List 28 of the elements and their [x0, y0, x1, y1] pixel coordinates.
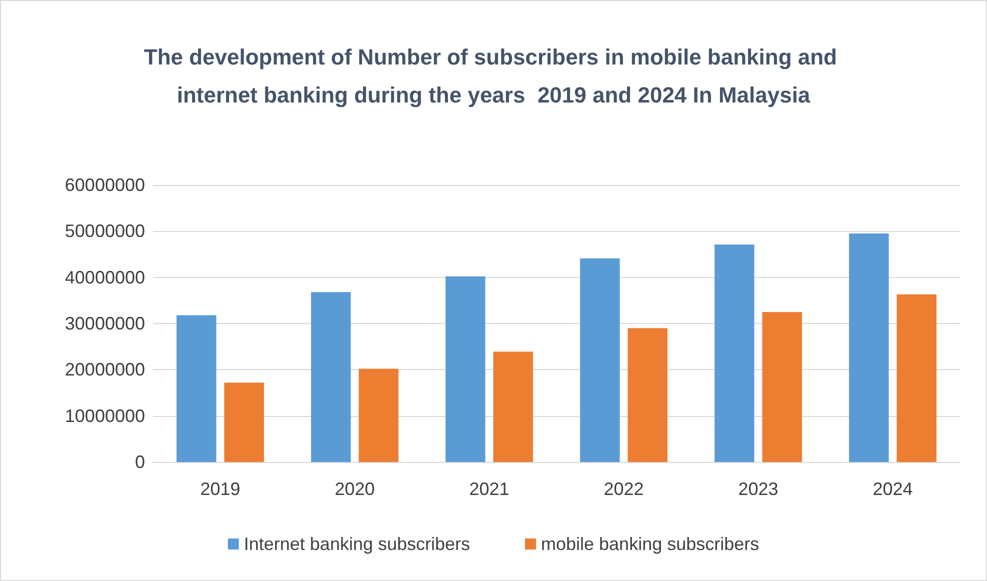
y-tick-label: 60000000 [64, 175, 145, 195]
bar [446, 276, 486, 462]
chart-title: The development of Number of subscribers in mobile banking and internet banking during the years 2019 and 2024 In Malaysia [144, 44, 844, 108]
y-tick-label: 50000000 [64, 221, 145, 242]
y-tick-label: 10000000 [64, 406, 145, 426]
bar [358, 368, 398, 462]
bar [896, 294, 936, 462]
x-tick-label: 2023 [738, 479, 778, 499]
legend-label: Internet banking subscribers [244, 534, 470, 554]
bar [176, 315, 216, 462]
y-tick-label: 30000000 [64, 314, 145, 334]
bar [849, 233, 889, 462]
y-tick-label: 20000000 [64, 360, 145, 380]
bar [762, 312, 802, 462]
bar [224, 382, 264, 462]
x-tick-label: 2022 [604, 479, 644, 499]
y-tick-label: 0 [134, 452, 145, 472]
bar [493, 352, 533, 462]
x-tick-label: 2021 [469, 479, 510, 499]
bar [714, 244, 754, 462]
bar [628, 328, 668, 462]
bar [311, 292, 351, 462]
x-tick-label: 2024 [872, 479, 913, 499]
y-tick-label: 40000000 [64, 267, 145, 288]
legend-label: mobile banking subscribers [541, 534, 760, 554]
x-tick-label: 2019 [200, 479, 240, 499]
x-tick-label: 2020 [334, 479, 375, 499]
bar [580, 258, 620, 462]
